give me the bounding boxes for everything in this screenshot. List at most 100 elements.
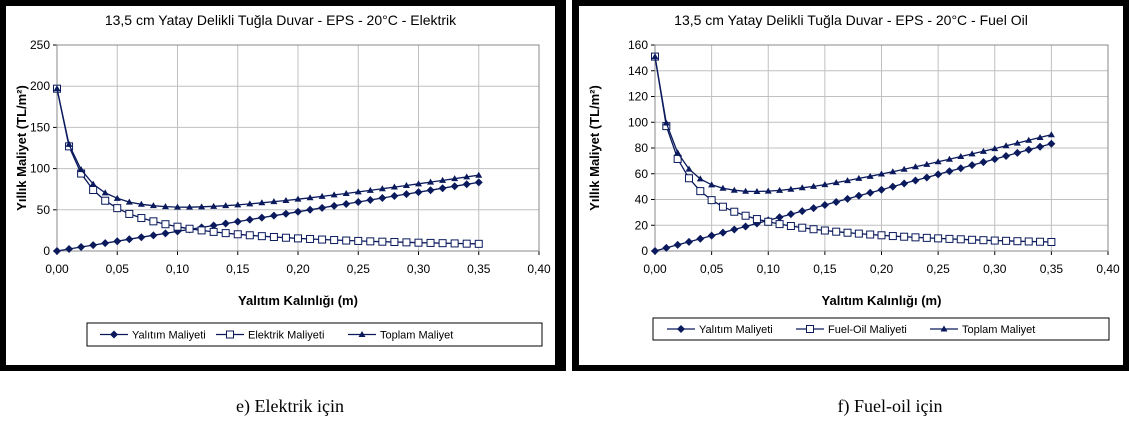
y-axis-label: Yıllık Maliyet (TL/m²) xyxy=(587,85,602,211)
data-point xyxy=(306,234,315,243)
data-point xyxy=(787,185,795,192)
data-point xyxy=(730,225,739,234)
data-point xyxy=(979,236,988,245)
data-point xyxy=(696,175,704,182)
chart-background xyxy=(6,6,555,365)
data-point xyxy=(402,238,411,247)
data-point xyxy=(77,166,85,173)
data-point xyxy=(269,232,278,241)
y-tick-label: 200 xyxy=(30,79,50,93)
data-point xyxy=(101,189,109,196)
data-point xyxy=(269,211,278,220)
data-point xyxy=(330,236,339,245)
series-1 xyxy=(651,52,1056,246)
data-point xyxy=(1047,237,1056,246)
data-point xyxy=(149,202,157,209)
data-point xyxy=(161,229,170,238)
data-point xyxy=(65,245,74,254)
data-point xyxy=(877,231,886,240)
data-point xyxy=(101,239,110,248)
data-point xyxy=(222,202,230,209)
data-point xyxy=(270,198,278,205)
data-point xyxy=(696,187,705,196)
data-point xyxy=(662,243,671,252)
data-point xyxy=(990,155,999,164)
data-point xyxy=(1002,142,1010,149)
x-tick-label: 0,10 xyxy=(166,262,190,276)
chart-panel-fuel-oil: 13,5 cm Yatay Delikli Tuğla Duvar - EPS … xyxy=(572,0,1129,371)
series-1 xyxy=(53,84,483,248)
x-tick-label: 0,00 xyxy=(643,262,667,276)
data-point xyxy=(730,186,738,193)
data-point xyxy=(945,234,954,243)
data-point xyxy=(185,224,194,233)
plot-area xyxy=(56,44,540,252)
data-point xyxy=(77,243,86,252)
data-point xyxy=(786,222,795,231)
data-point xyxy=(651,247,659,255)
data-point xyxy=(294,207,302,216)
data-point xyxy=(889,168,897,175)
data-point xyxy=(137,233,146,242)
x-tick-label: 0,05 xyxy=(700,262,724,276)
data-point xyxy=(968,150,976,157)
data-point xyxy=(366,237,375,246)
data-point xyxy=(922,233,931,242)
data-point xyxy=(330,201,339,210)
data-point xyxy=(798,184,806,191)
data-point xyxy=(281,209,290,218)
y-tick-label: 120 xyxy=(628,90,648,104)
y-tick-label: 0 xyxy=(43,244,50,258)
data-point xyxy=(427,178,435,185)
data-point xyxy=(866,188,875,197)
data-point xyxy=(161,220,170,229)
data-point xyxy=(258,199,266,206)
data-point xyxy=(89,180,97,187)
data-point xyxy=(257,213,266,222)
data-point xyxy=(354,236,363,245)
data-point xyxy=(426,186,435,195)
data-point xyxy=(186,203,194,210)
data-point xyxy=(684,237,693,246)
series-2 xyxy=(53,85,483,210)
legend-marker xyxy=(940,325,948,332)
data-point xyxy=(718,228,727,237)
legend-label: Toplam Maliyet xyxy=(962,324,1035,336)
chart-title: 13,5 cm Yatay Delikli Tuğla Duvar - EPS … xyxy=(674,12,1028,28)
data-point xyxy=(209,221,218,230)
data-point xyxy=(390,192,399,201)
data-point xyxy=(221,229,230,238)
data-point xyxy=(934,234,943,243)
y-axis-label: Yıllık Maliyet (TL/m²) xyxy=(14,85,29,211)
data-point xyxy=(450,182,459,191)
data-point xyxy=(462,239,471,248)
data-point xyxy=(414,238,423,247)
data-point xyxy=(673,240,682,249)
data-point xyxy=(282,196,290,203)
data-point xyxy=(125,209,134,218)
data-point xyxy=(257,232,266,241)
x-tick-label: 0,30 xyxy=(407,262,431,276)
data-point xyxy=(475,171,483,178)
x-tick-label: 0,20 xyxy=(286,262,310,276)
y-tick-label: 20 xyxy=(635,218,649,232)
data-point xyxy=(1013,139,1021,146)
data-point xyxy=(741,211,750,220)
data-point xyxy=(809,225,818,234)
x-tick-label: 0,35 xyxy=(467,262,491,276)
data-point xyxy=(945,167,954,176)
x-tick-label: 0,40 xyxy=(527,262,551,276)
data-point xyxy=(911,233,920,242)
data-point xyxy=(775,220,784,229)
data-point xyxy=(125,198,133,205)
data-point xyxy=(979,147,987,154)
data-point xyxy=(354,188,362,195)
data-point xyxy=(820,226,829,235)
data-point xyxy=(89,186,98,195)
y-tick-label: 50 xyxy=(37,203,51,217)
data-point xyxy=(318,235,327,244)
data-point xyxy=(366,195,375,204)
data-point xyxy=(968,235,977,244)
data-point xyxy=(246,200,254,207)
data-point xyxy=(854,191,863,200)
